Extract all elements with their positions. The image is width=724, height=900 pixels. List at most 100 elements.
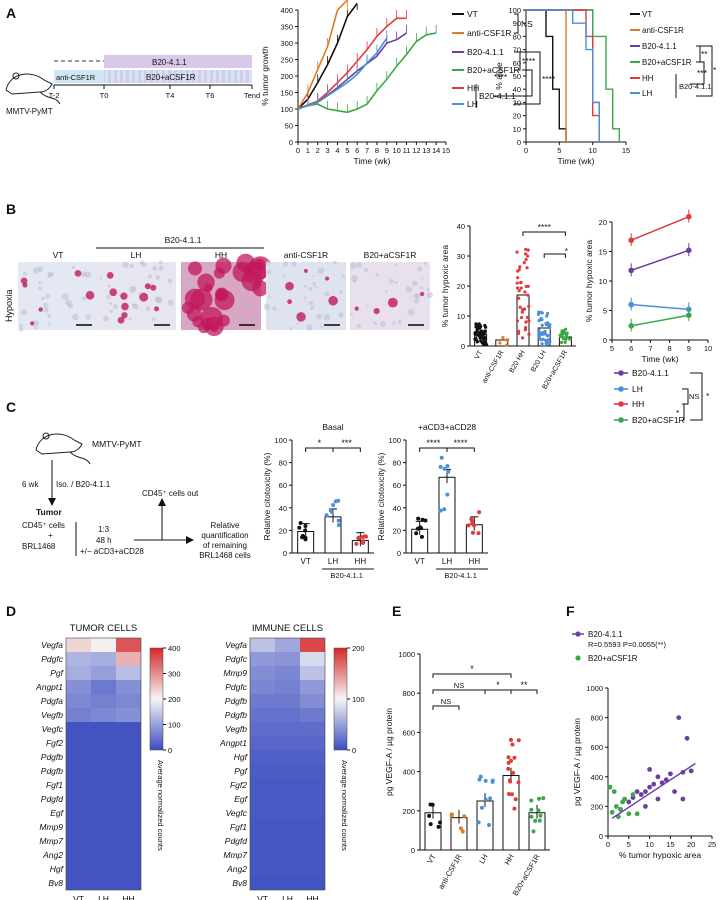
gHeatB-cell xyxy=(250,736,275,750)
y-tick-label: 90 xyxy=(513,19,521,28)
micro-texture xyxy=(61,292,69,300)
vegf-cat-label: LH xyxy=(477,853,490,866)
micro-texture xyxy=(282,261,289,267)
gHeatB-cell xyxy=(275,666,300,680)
vegf-point xyxy=(537,818,542,823)
micro-texture xyxy=(72,313,79,321)
vegf-cat-label: B20+aCSF1R xyxy=(511,852,542,897)
gCytoA-cat: LH xyxy=(328,557,338,566)
gHeatB-cell xyxy=(250,764,275,778)
hypox-point xyxy=(476,324,480,328)
micro-texture xyxy=(410,294,413,298)
micro-texture xyxy=(411,280,418,287)
vegf-point xyxy=(436,824,441,829)
gHeatB-scale-label: 100 xyxy=(352,695,365,704)
hypox-point xyxy=(473,332,477,336)
gHeatA-frame xyxy=(65,637,142,891)
micro-texture xyxy=(265,259,271,265)
gCytoB-point xyxy=(414,531,419,536)
gHeatA-scale-label: 300 xyxy=(168,670,181,679)
y-tick-label: 0 xyxy=(411,846,415,855)
micro-texture xyxy=(356,261,363,268)
vegf-point xyxy=(508,779,513,784)
vegf-point xyxy=(529,814,534,819)
scheme-c-cd45: CD45⁺ cells xyxy=(22,521,65,530)
gHeatA-gene: Fgf2 xyxy=(46,738,63,748)
gHeatB-gene: Pgf xyxy=(234,766,248,776)
gHeatA-cell xyxy=(91,708,116,722)
vegf-point xyxy=(529,807,534,812)
y-tick-label: 100 xyxy=(274,436,287,445)
gHeatB-cell xyxy=(250,708,275,722)
micro-texture xyxy=(392,321,396,325)
scatter-point-B20-4.1.1 xyxy=(626,799,632,805)
micro-hypoxia-blob xyxy=(186,306,202,322)
hypox-point xyxy=(524,257,528,262)
micro-hypoxia-spot xyxy=(296,312,306,322)
scatter-legend-label-1: B20-4.1.1 xyxy=(588,630,623,639)
scheme-c-quant4: BRL1468 cells xyxy=(199,551,251,560)
vegf-sig-a: * xyxy=(470,664,474,674)
y-tick-label: 200 xyxy=(280,72,293,81)
hypox-point xyxy=(523,290,527,294)
gHeatB-gene: Pdgfd xyxy=(225,836,247,846)
hypox-point xyxy=(537,318,541,323)
hypox-bar-1 xyxy=(495,339,509,347)
gCytoB-title: +aCD3+aCD28 xyxy=(418,422,476,432)
scatter-point-B20-4.1.1 xyxy=(655,796,661,802)
micro-hypoxia-spot xyxy=(106,271,114,279)
hypline-legend-dot xyxy=(618,370,624,376)
micro-texture xyxy=(167,278,173,284)
gHeatA-gene: Mmp7 xyxy=(39,836,63,846)
scatter-point-B20-4.1.1 xyxy=(643,789,648,794)
micro-texture xyxy=(47,275,51,279)
gHeatB-gene: Mmp9 xyxy=(223,668,247,678)
scheme-c-arrow-head xyxy=(48,498,56,506)
scatter-point-B20-4.1.1 xyxy=(638,792,644,797)
survival-bracket-c xyxy=(696,45,713,97)
gHeatA-cell xyxy=(66,876,91,890)
scatter-point-B20-4.1.1 xyxy=(680,796,686,802)
micro-texture xyxy=(356,323,361,329)
hypox-point xyxy=(519,281,523,285)
micro-hypoxia-spot xyxy=(144,283,151,290)
x-tick-label: 15 xyxy=(622,146,630,155)
hypox-point xyxy=(541,337,545,341)
micro-texture xyxy=(187,283,191,287)
cyto-a-bracket-2 xyxy=(332,447,361,452)
gCytoB-group: B20-4.1.1 xyxy=(444,571,477,580)
vegf-sig-d: * xyxy=(496,680,500,690)
micro-texture xyxy=(145,306,151,311)
micro-texture xyxy=(41,281,44,284)
micro-texture xyxy=(405,285,413,293)
x-tick-label: 6 xyxy=(355,146,359,155)
panel-label-b: B xyxy=(6,201,16,217)
micro-texture xyxy=(137,292,141,295)
y-tick-label: 0 xyxy=(397,549,401,558)
micro-hypoxia-spot xyxy=(153,306,159,312)
micro-hypoxia-spot xyxy=(354,306,359,311)
hypoxia-micrographs: Hypoxia B20-4.1.1 VT LH HH anti-CSF1R B20+aC… xyxy=(4,235,434,337)
micro-texture xyxy=(304,285,308,288)
gCytoB-point xyxy=(466,523,471,528)
gCytoB-point xyxy=(445,492,450,497)
micro-texture xyxy=(350,262,357,270)
gHeatB-gene: Hgf xyxy=(234,752,249,762)
micro-texture xyxy=(426,288,430,292)
micro-texture xyxy=(103,315,109,322)
hypox-point xyxy=(548,325,552,329)
gHeatB-cell xyxy=(275,750,300,764)
growth-bracket-ns xyxy=(514,13,519,34)
hypox-point xyxy=(546,338,550,342)
gHeatA-cell xyxy=(116,708,141,722)
gCytoB-cat: LH xyxy=(442,557,452,566)
micro-texture xyxy=(47,313,52,318)
y-tick-label: 400 xyxy=(590,773,603,782)
y-axis-label: Relative citotoxicity (%) xyxy=(262,452,272,540)
gHeatA-cell xyxy=(116,778,141,792)
y-axis-label: % tumor hypoxic area xyxy=(584,240,594,322)
micro-title-3: anti-CSF1R xyxy=(284,250,328,260)
